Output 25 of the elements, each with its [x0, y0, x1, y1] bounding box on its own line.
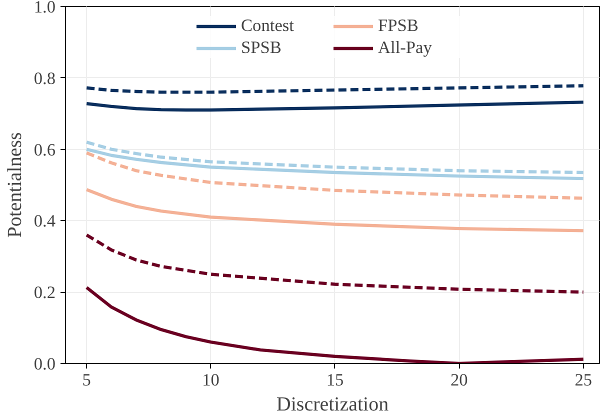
line-series	[85, 188, 585, 232]
x-tick-label: 25	[574, 370, 592, 390]
y-tick-label: 1.0	[34, 0, 56, 16]
line-series	[85, 151, 585, 200]
legend-label: All-Pay	[378, 38, 433, 58]
y-tick-label: 0.6	[34, 140, 56, 160]
y-tick-label: 0.2	[34, 283, 56, 302]
y-tick-label: 0.4	[34, 212, 56, 231]
y-tick-label: 0.0	[34, 354, 56, 374]
line-series	[85, 233, 585, 294]
x-tick-label: 10	[202, 370, 220, 390]
y-tick-label: 0.8	[34, 68, 56, 88]
line-series	[85, 286, 585, 364]
line-series	[85, 100, 585, 112]
legend-label: FPSB	[378, 16, 420, 36]
y-axis-title: Potentialness	[4, 132, 26, 238]
legend-label: Contest	[241, 16, 295, 36]
x-tick-label: 20	[450, 370, 468, 390]
line-series	[85, 84, 585, 94]
x-axis-title: Discretization	[276, 394, 389, 416]
x-tick-label: 15	[326, 370, 344, 390]
x-tick-label: 5	[82, 370, 91, 390]
legend-label: SPSB	[241, 38, 282, 58]
line-series	[85, 148, 585, 180]
line-series	[85, 140, 585, 174]
